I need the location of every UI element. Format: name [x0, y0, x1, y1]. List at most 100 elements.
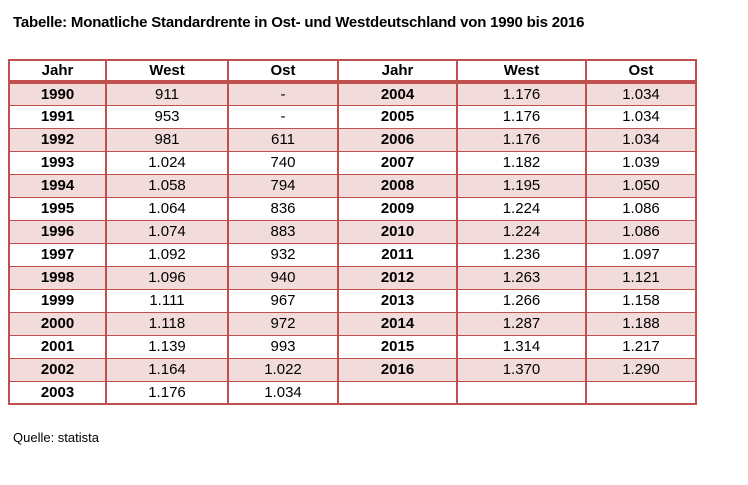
value-cell: 911: [105, 81, 229, 106]
year-cell: 1998: [8, 265, 107, 290]
year-cell: 1997: [8, 242, 107, 267]
value-cell: 1.118: [105, 311, 229, 336]
table-row: 1997 1.092 932 2011 1.236 1.097: [8, 242, 697, 267]
year-cell: 1995: [8, 196, 107, 221]
table-row: 2001 1.139 993 2015 1.314 1.217: [8, 334, 697, 359]
table-row: 2003 1.176 1.034: [8, 380, 697, 405]
year-cell: 2016: [337, 357, 458, 382]
year-cell: 2009: [337, 196, 458, 221]
pension-table: Jahr West Ost Jahr West Ost 1990 911-2004 1.176…: [8, 59, 697, 405]
value-cell: 1.176: [456, 104, 587, 129]
table-row: 2002 1.164 1.022 2016 1.370 1.290: [8, 357, 697, 382]
year-cell: 1991: [8, 104, 107, 129]
value-cell: 1.188: [585, 311, 697, 336]
year-cell: 2004: [337, 81, 458, 106]
year-cell: 1994: [8, 173, 107, 198]
year-cell: 1992: [8, 127, 107, 152]
value-cell: 1.176: [105, 380, 229, 405]
column-header-ost-left: Ost: [227, 60, 339, 84]
value-cell: 1.034: [585, 104, 697, 129]
table-row: 1999 1.111 967 2013 1.266 1.158: [8, 288, 697, 313]
year-cell: 2015: [337, 334, 458, 359]
value-cell: 1.224: [456, 196, 587, 221]
value-cell: 1.034: [585, 127, 697, 152]
value-cell: 1.034: [227, 380, 339, 405]
page-title: Tabelle: Monatliche Standardrente in Ost…: [13, 14, 585, 31]
column-header-jahr-left: Jahr: [8, 60, 107, 84]
value-cell: 1.111: [105, 288, 229, 313]
year-cell: 2013: [337, 288, 458, 313]
value-cell: [456, 380, 587, 405]
value-cell: 1.263: [456, 265, 587, 290]
value-cell: 1.097: [585, 242, 697, 267]
year-cell: 1990: [8, 81, 107, 106]
year-cell: 1996: [8, 219, 107, 244]
value-cell: 1.086: [585, 219, 697, 244]
value-cell: 1.176: [456, 81, 587, 106]
year-cell: 1993: [8, 150, 107, 175]
value-cell: 1.039: [585, 150, 697, 175]
value-cell: 1.092: [105, 242, 229, 267]
header-row: Jahr West Ost Jahr West Ost: [8, 60, 697, 84]
table-row: 1995 1.064 836 2009 1.224 1.086: [8, 196, 697, 221]
value-cell: 1.266: [456, 288, 587, 313]
value-cell: 972: [227, 311, 339, 336]
value-cell: 1.195: [456, 173, 587, 198]
value-cell: 1.224: [456, 219, 587, 244]
table-row: 1990 911-2004 1.176 1.034: [8, 81, 697, 106]
value-cell: 1.139: [105, 334, 229, 359]
value-cell: [585, 380, 697, 405]
year-cell: [337, 380, 458, 405]
value-cell: 794: [227, 173, 339, 198]
year-cell: 2011: [337, 242, 458, 267]
value-cell: -: [227, 104, 339, 129]
value-cell: 740: [227, 150, 339, 175]
column-header-west-left: West: [105, 60, 229, 84]
value-cell: 1.086: [585, 196, 697, 221]
table-row: 1992 981 611 2006 1.176 1.034: [8, 127, 697, 152]
value-cell: 1.217: [585, 334, 697, 359]
year-cell: 2003: [8, 380, 107, 405]
column-header-jahr-right: Jahr: [337, 60, 458, 84]
value-cell: 836: [227, 196, 339, 221]
value-cell: 953: [105, 104, 229, 129]
value-cell: 1.370: [456, 357, 587, 382]
value-cell: 1.096: [105, 265, 229, 290]
table-row: 2000 1.118 972 2014 1.287 1.188: [8, 311, 697, 336]
value-cell: 1.314: [456, 334, 587, 359]
value-cell: 981: [105, 127, 229, 152]
value-cell: 993: [227, 334, 339, 359]
column-header-west-right: West: [456, 60, 587, 84]
source-caption: Quelle: statista: [13, 430, 99, 445]
table-row: 1998 1.096 940 2012 1.263 1.121: [8, 265, 697, 290]
table-row: 1991 953-2005 1.176 1.034: [8, 104, 697, 129]
year-cell: 2014: [337, 311, 458, 336]
table-row: 1996 1.074 883 2010 1.224 1.086: [8, 219, 697, 244]
year-cell: 2010: [337, 219, 458, 244]
value-cell: 1.287: [456, 311, 587, 336]
table-body: 1990 911-2004 1.176 1.034 1991 953-2005 1.176 1…: [8, 81, 697, 405]
column-header-ost-right: Ost: [585, 60, 697, 84]
year-cell: 2008: [337, 173, 458, 198]
value-cell: 1.176: [456, 127, 587, 152]
value-cell: 940: [227, 265, 339, 290]
value-cell: 1.024: [105, 150, 229, 175]
value-cell: 1.158: [585, 288, 697, 313]
value-cell: 1.034: [585, 81, 697, 106]
value-cell: -: [227, 81, 339, 106]
value-cell: 1.064: [105, 196, 229, 221]
year-cell: 2012: [337, 265, 458, 290]
table-row: 1993 1.024 740 2007 1.182 1.039: [8, 150, 697, 175]
year-cell: 2007: [337, 150, 458, 175]
value-cell: 967: [227, 288, 339, 313]
year-cell: 2000: [8, 311, 107, 336]
year-cell: 2001: [8, 334, 107, 359]
value-cell: 1.074: [105, 219, 229, 244]
value-cell: 611: [227, 127, 339, 152]
value-cell: 1.182: [456, 150, 587, 175]
value-cell: 1.164: [105, 357, 229, 382]
year-cell: 2006: [337, 127, 458, 152]
year-cell: 2002: [8, 357, 107, 382]
table-row: 1994 1.058 794 2008 1.195 1.050: [8, 173, 697, 198]
year-cell: 1999: [8, 288, 107, 313]
